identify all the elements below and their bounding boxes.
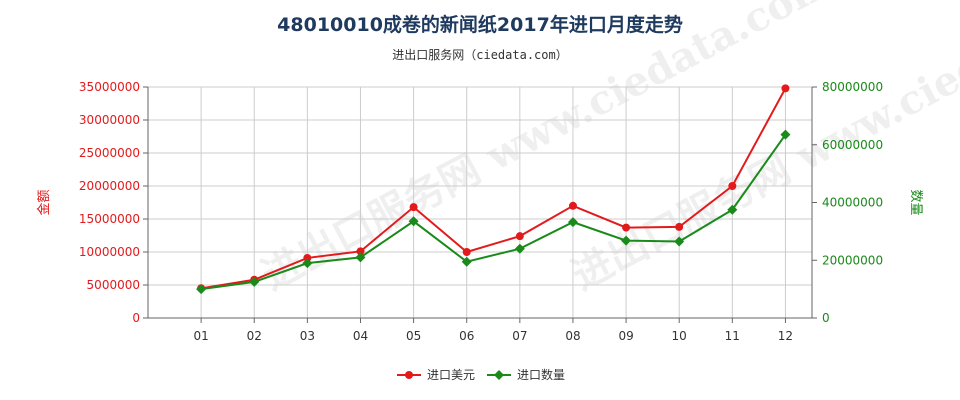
series-line bbox=[200, 87, 787, 290]
data-point bbox=[568, 201, 577, 210]
x-tick-label: 09 bbox=[618, 329, 633, 343]
x-tick-label: 02 bbox=[247, 329, 262, 343]
data-point bbox=[674, 236, 685, 247]
left-tick-label: 35000000 bbox=[79, 80, 140, 94]
x-tick-label: 08 bbox=[565, 329, 580, 343]
data-point bbox=[515, 232, 524, 241]
left-tick-label: 30000000 bbox=[79, 113, 140, 127]
left-tick-label: 10000000 bbox=[79, 245, 140, 259]
data-point bbox=[727, 204, 738, 215]
left-tick-label: 25000000 bbox=[79, 146, 140, 160]
chart-title: 48010010成卷的新闻纸2017年进口月度走势 bbox=[277, 14, 683, 36]
x-tick-label: 04 bbox=[353, 329, 368, 343]
x-tick-label: 05 bbox=[406, 329, 421, 343]
data-point bbox=[462, 248, 471, 256]
x-tick-label: 11 bbox=[725, 329, 740, 343]
right-tick-label: 60000000 bbox=[822, 138, 883, 152]
data-point bbox=[514, 243, 525, 254]
legend-label: 进口数量 bbox=[517, 367, 565, 382]
x-tick-label: 03 bbox=[300, 329, 315, 343]
legend-marker bbox=[494, 370, 504, 380]
data-point bbox=[675, 222, 684, 231]
data-point bbox=[409, 203, 418, 212]
right-tick-label: 20000000 bbox=[822, 253, 883, 267]
y-left-label: 金额 bbox=[36, 189, 52, 215]
x-tick-label: 01 bbox=[193, 329, 208, 343]
right-tick-label: 0 bbox=[822, 311, 830, 325]
data-point bbox=[781, 84, 790, 93]
data-point bbox=[408, 216, 419, 227]
data-point bbox=[461, 256, 472, 267]
left-tick-label: 5000000 bbox=[87, 278, 140, 292]
x-tick-label: 07 bbox=[512, 329, 527, 343]
data-point bbox=[196, 284, 207, 295]
data-point bbox=[303, 253, 312, 262]
data-point bbox=[249, 276, 260, 287]
data-point bbox=[567, 217, 578, 228]
data-point bbox=[728, 182, 737, 190]
data-point bbox=[780, 129, 791, 140]
x-tick-label: 12 bbox=[778, 329, 793, 343]
x-tick-label: 10 bbox=[672, 329, 687, 343]
chart-subtitle: 进出口服务网（ciedata.com） bbox=[392, 48, 568, 62]
right-tick-label: 80000000 bbox=[822, 80, 883, 94]
data-point bbox=[621, 235, 632, 246]
data-point bbox=[355, 252, 366, 263]
data-point bbox=[356, 247, 365, 256]
x-tick-label: 06 bbox=[459, 329, 474, 343]
legend-label: 进口美元 bbox=[427, 368, 475, 382]
left-tick-label: 15000000 bbox=[79, 212, 140, 226]
y-right-label: 数量 bbox=[908, 189, 923, 215]
left-tick-label: 20000000 bbox=[79, 179, 140, 193]
data-point bbox=[622, 223, 631, 232]
series-line bbox=[200, 134, 787, 291]
left-tick-label: 0 bbox=[132, 311, 140, 325]
right-tick-label: 40000000 bbox=[822, 196, 883, 210]
data-point bbox=[302, 258, 313, 269]
legend-marker bbox=[405, 371, 413, 379]
